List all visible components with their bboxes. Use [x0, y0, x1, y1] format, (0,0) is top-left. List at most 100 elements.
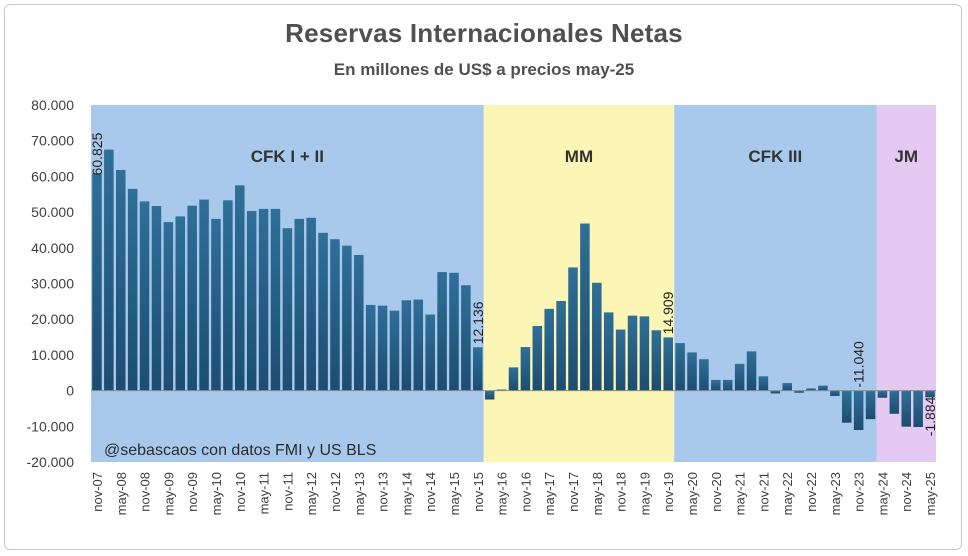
bar-0: [92, 173, 102, 391]
x-tick-label: nov-12: [328, 472, 343, 512]
bar-32: [473, 347, 483, 391]
x-tick-label: nov-22: [804, 472, 819, 512]
bar-60: [806, 388, 816, 391]
period-labels: CFK I + II MM CFK III JM: [251, 147, 918, 166]
x-tick-label: may-19: [637, 472, 652, 515]
x-tick-label: nov-16: [518, 472, 533, 512]
bar-50: [687, 352, 697, 391]
bar-21: [342, 245, 352, 391]
bar-46: [639, 316, 650, 391]
bar-47: [651, 330, 662, 391]
bar-16: [282, 228, 293, 391]
x-tick-label: nov-08: [138, 472, 153, 512]
bar-40: [568, 267, 578, 391]
x-tick-label: may-17: [542, 472, 557, 515]
bar-70: [925, 390, 935, 398]
bar-26: [401, 300, 412, 391]
bar-24: [377, 305, 388, 391]
bar-2: [115, 169, 126, 391]
bar-31: [461, 285, 471, 391]
y-tick-label: 0: [66, 383, 74, 399]
bar-65: [865, 390, 876, 420]
bar-30: [449, 272, 459, 391]
source-annotation: @sebascaos con datos FMI y US BLS: [104, 442, 376, 459]
y-tick-label: -10.000: [27, 418, 75, 434]
bar-64: [853, 390, 864, 431]
bar-18: [306, 217, 316, 391]
y-tick-label: 20.000: [31, 311, 74, 327]
bar-34: [496, 389, 507, 391]
x-tick-label: nov-23: [852, 472, 867, 512]
bar-62: [830, 390, 840, 396]
bar-63: [841, 390, 852, 423]
data-label: 14.909: [660, 291, 676, 334]
bar-17: [294, 218, 305, 391]
bar-61: [818, 385, 828, 391]
x-tick-label: may-20: [685, 472, 700, 515]
x-tick-label: may-24: [875, 472, 890, 515]
period-band-1: [483, 105, 675, 462]
bar-3: [127, 188, 138, 391]
bar-56: [758, 376, 769, 391]
bar-54: [734, 363, 745, 391]
y-tick-label: 10.000: [31, 347, 74, 363]
x-tick-label: may-15: [447, 472, 462, 515]
period-bands: [91, 105, 936, 462]
bar-37: [532, 325, 543, 391]
bar-27: [413, 299, 424, 391]
bar-44: [615, 329, 626, 391]
bar-36: [520, 347, 531, 391]
y-tick-label: 60.000: [31, 168, 74, 184]
x-tick-label: nov-24: [899, 472, 914, 512]
chart-title: Reservas Internacionales Netas: [285, 18, 683, 48]
x-tick-label: nov-17: [566, 472, 581, 512]
period-label: CFK I + II: [251, 147, 324, 166]
x-tick-label: nov-13: [376, 472, 391, 512]
x-tick-label: nov-20: [709, 472, 724, 512]
bar-59: [794, 390, 804, 393]
bar-41: [580, 223, 590, 391]
bar-8: [187, 205, 197, 391]
bar-68: [901, 390, 912, 427]
x-tick-label: may-21: [733, 472, 748, 515]
y-tick-label: 70.000: [31, 133, 74, 149]
bar-4: [139, 201, 150, 391]
x-tick-label: may-16: [495, 472, 510, 515]
data-label: 60.825: [89, 132, 105, 175]
bar-55: [746, 351, 757, 391]
bar-6: [163, 222, 174, 391]
bar-53: [722, 379, 733, 391]
bar-69: [913, 390, 923, 428]
x-tick-label: may-11: [257, 472, 272, 514]
x-tick-label: may-12: [304, 472, 319, 515]
x-tick-label: nov-09: [185, 472, 200, 512]
data-label: -1.884: [922, 396, 938, 436]
bar-28: [425, 314, 435, 391]
bar-39: [556, 300, 566, 391]
bar-57: [770, 390, 781, 394]
bar-42: [592, 282, 602, 391]
y-tick-label: 80.000: [31, 97, 74, 113]
bar-13: [246, 211, 257, 391]
x-tick-label: may-23: [828, 472, 843, 515]
y-tick-label: 50.000: [31, 204, 74, 220]
bar-23: [365, 304, 376, 391]
bar-series: [92, 149, 935, 431]
bar-10: [211, 218, 221, 391]
bar-66: [877, 390, 888, 398]
bar-1: [104, 149, 114, 391]
y-tick-label: 30.000: [31, 276, 74, 292]
x-tick-label: nov-21: [756, 472, 771, 512]
x-tick-label: nov-15: [471, 472, 486, 512]
bar-58: [782, 383, 792, 391]
bar-48: [663, 337, 673, 391]
x-tick-label: may-08: [114, 472, 129, 515]
bar-29: [437, 272, 447, 391]
bar-9: [199, 199, 209, 391]
bar-19: [318, 232, 328, 391]
x-tick-label: may-25: [923, 472, 938, 515]
data-labels: 60.825 12.136 14.909 -11.040 -1.884: [89, 132, 938, 436]
bar-20: [330, 239, 340, 391]
bar-5: [151, 206, 162, 391]
